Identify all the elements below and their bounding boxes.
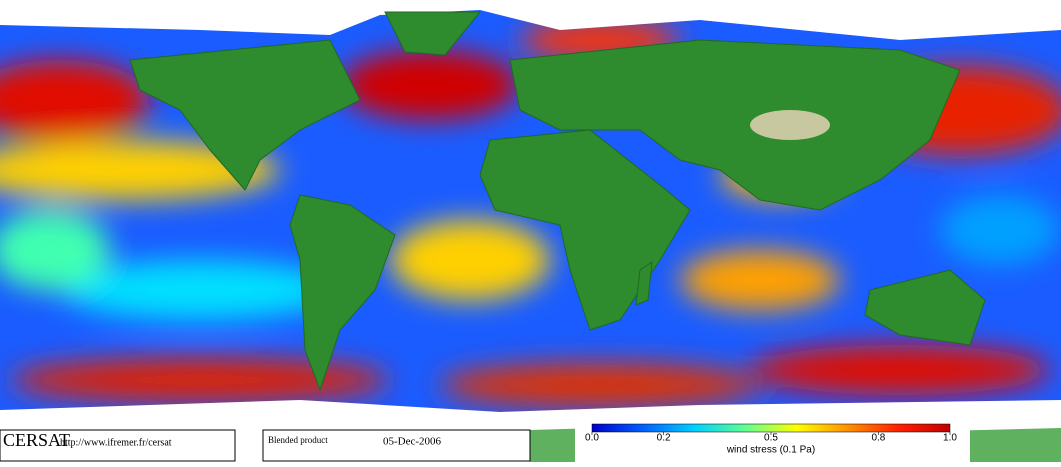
tick-label: 0.2: [657, 433, 671, 444]
tick-label: 0.0: [585, 433, 599, 444]
tick-label: 0.8: [871, 433, 885, 444]
arctic-ice: [0, 0, 1061, 40]
tick-label: 0.5: [764, 433, 778, 444]
continents: [129, 11, 986, 392]
product: Blended product: [268, 435, 328, 445]
tick-label: 1.0: [943, 433, 957, 444]
footer-box: [262, 429, 531, 462]
logo: CERSAT: [3, 430, 70, 450]
colorbar: [591, 423, 951, 433]
url: http://www.ifremer.fr/cersat: [60, 437, 172, 448]
date: 05-Dec-2006: [383, 436, 442, 448]
footer-box: [0, 429, 236, 462]
colorbar-label: wind stress (0.1 Pa): [726, 445, 815, 456]
plateau: [750, 110, 830, 140]
